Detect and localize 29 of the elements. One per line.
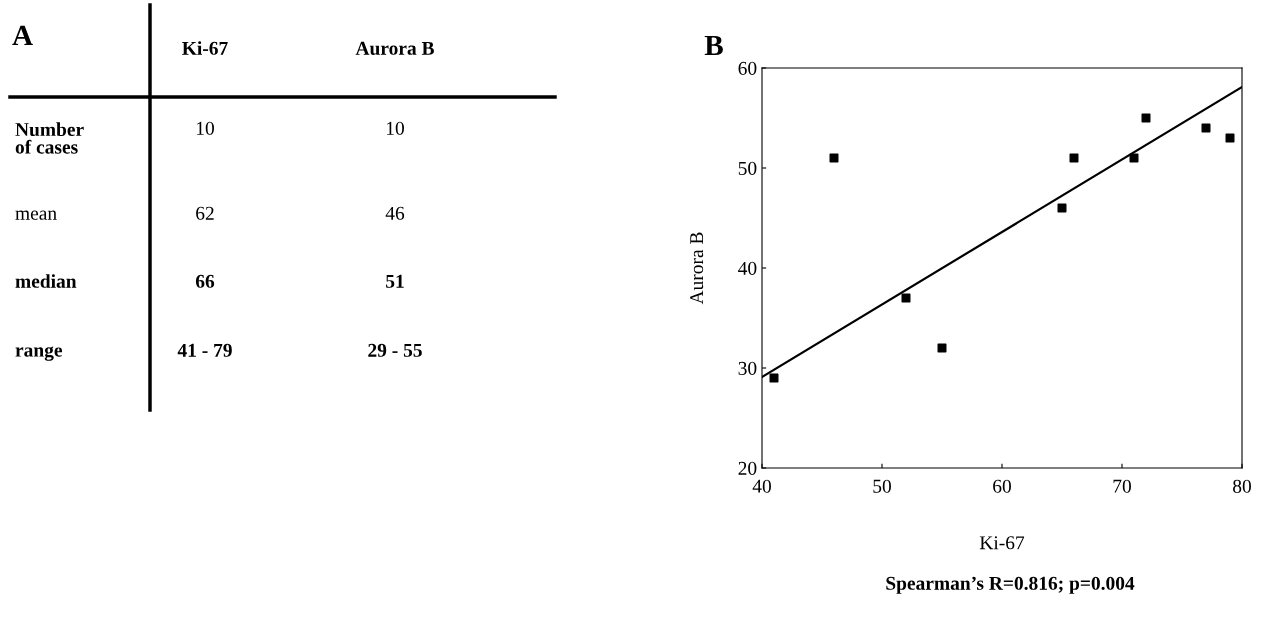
x-tick-label: 40 xyxy=(752,479,771,493)
text: A xyxy=(12,25,33,46)
y-tick-label: 60 xyxy=(738,61,757,75)
y-tick-label: 20 xyxy=(738,461,757,475)
text: Spearman’s R=0.816; p=0.004 xyxy=(886,576,1135,594)
y-tick-label: 40 xyxy=(738,261,757,275)
category-label: median xyxy=(15,274,77,288)
text: 51 xyxy=(386,274,404,288)
y-tick-label: 50 xyxy=(738,161,757,175)
text: 29 - 55 xyxy=(368,343,422,357)
category-label: Number of cases xyxy=(15,122,84,154)
category-label: Aurora B xyxy=(355,41,434,55)
x-tick-label: 70 xyxy=(1113,479,1131,493)
x-tick-label: 80 xyxy=(1233,479,1251,493)
category-label: range xyxy=(15,346,63,361)
x-axis-title: Ki-67 xyxy=(979,536,1025,550)
y-tick-label: 30 xyxy=(738,361,757,375)
text: 10 xyxy=(196,121,214,135)
text: 62 xyxy=(196,206,214,220)
text: 66 xyxy=(195,274,215,288)
text: 10 xyxy=(386,121,404,135)
x-tick-label: 60 xyxy=(993,479,1011,493)
chart-title: B xyxy=(704,35,723,56)
category-label: Ki-67 xyxy=(182,41,228,55)
text: 41 - 79 xyxy=(177,343,232,357)
y-axis-title: Aurora B xyxy=(690,232,704,305)
x-tick-label: 50 xyxy=(873,479,891,493)
category-label: mean xyxy=(15,210,57,220)
text: 46 xyxy=(385,206,405,220)
